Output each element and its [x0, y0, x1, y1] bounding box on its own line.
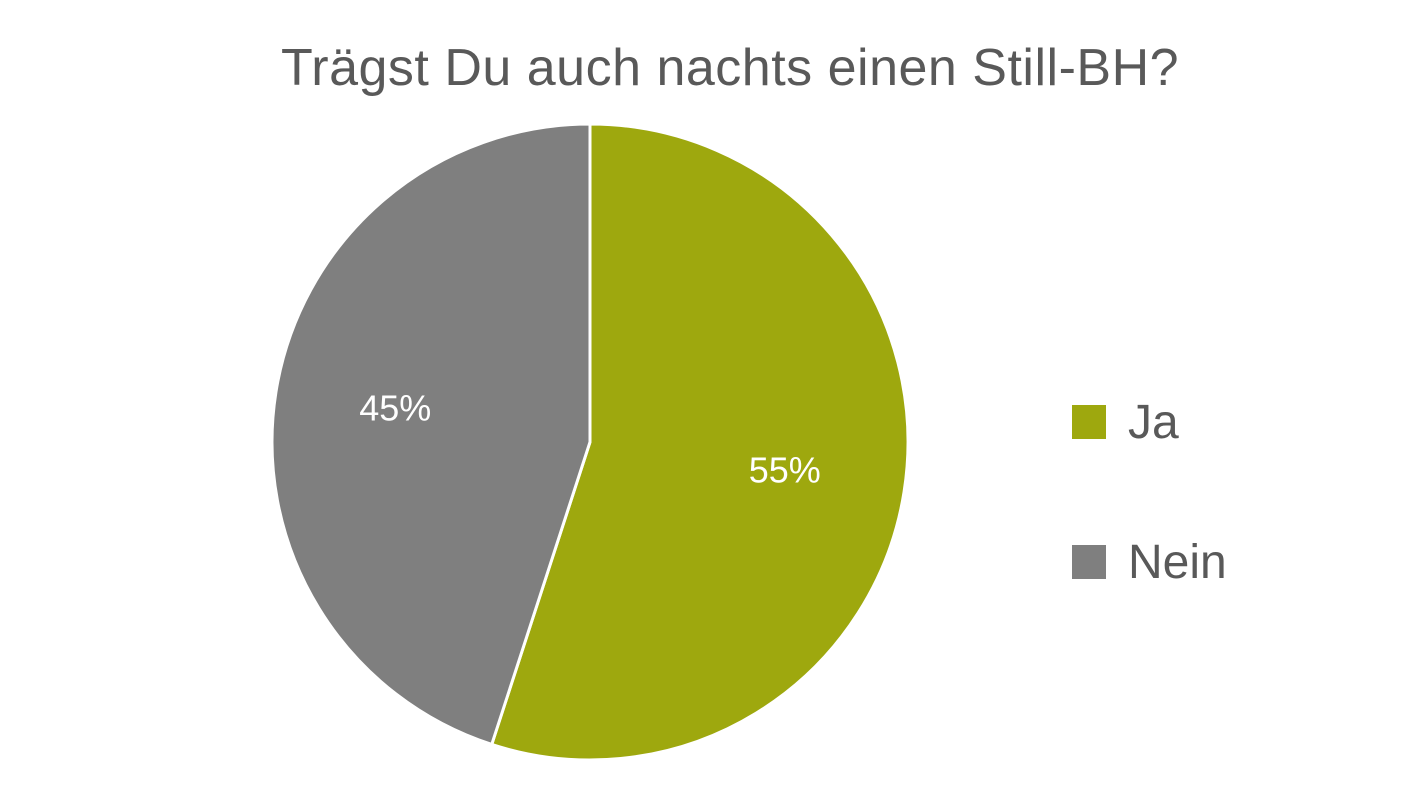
legend-item-nein[interactable]: Nein — [1072, 532, 1227, 592]
legend-label-nein: Nein — [1128, 535, 1227, 589]
legend-swatch-ja — [1072, 405, 1106, 439]
data-label-nein: 45% — [359, 388, 431, 429]
pie-slice-nein[interactable] — [270, 122, 592, 747]
data-label-ja: 55% — [749, 449, 821, 490]
pie-slice-ja[interactable] — [489, 122, 910, 762]
legend-label-ja: Ja — [1128, 395, 1179, 449]
legend-item-ja[interactable]: Ja — [1072, 392, 1227, 452]
legend-swatch-nein — [1072, 545, 1106, 579]
chart-title: Trägst Du auch nachts einen Still-BH? — [280, 39, 1180, 97]
legend: Ja Nein — [1072, 392, 1227, 672]
